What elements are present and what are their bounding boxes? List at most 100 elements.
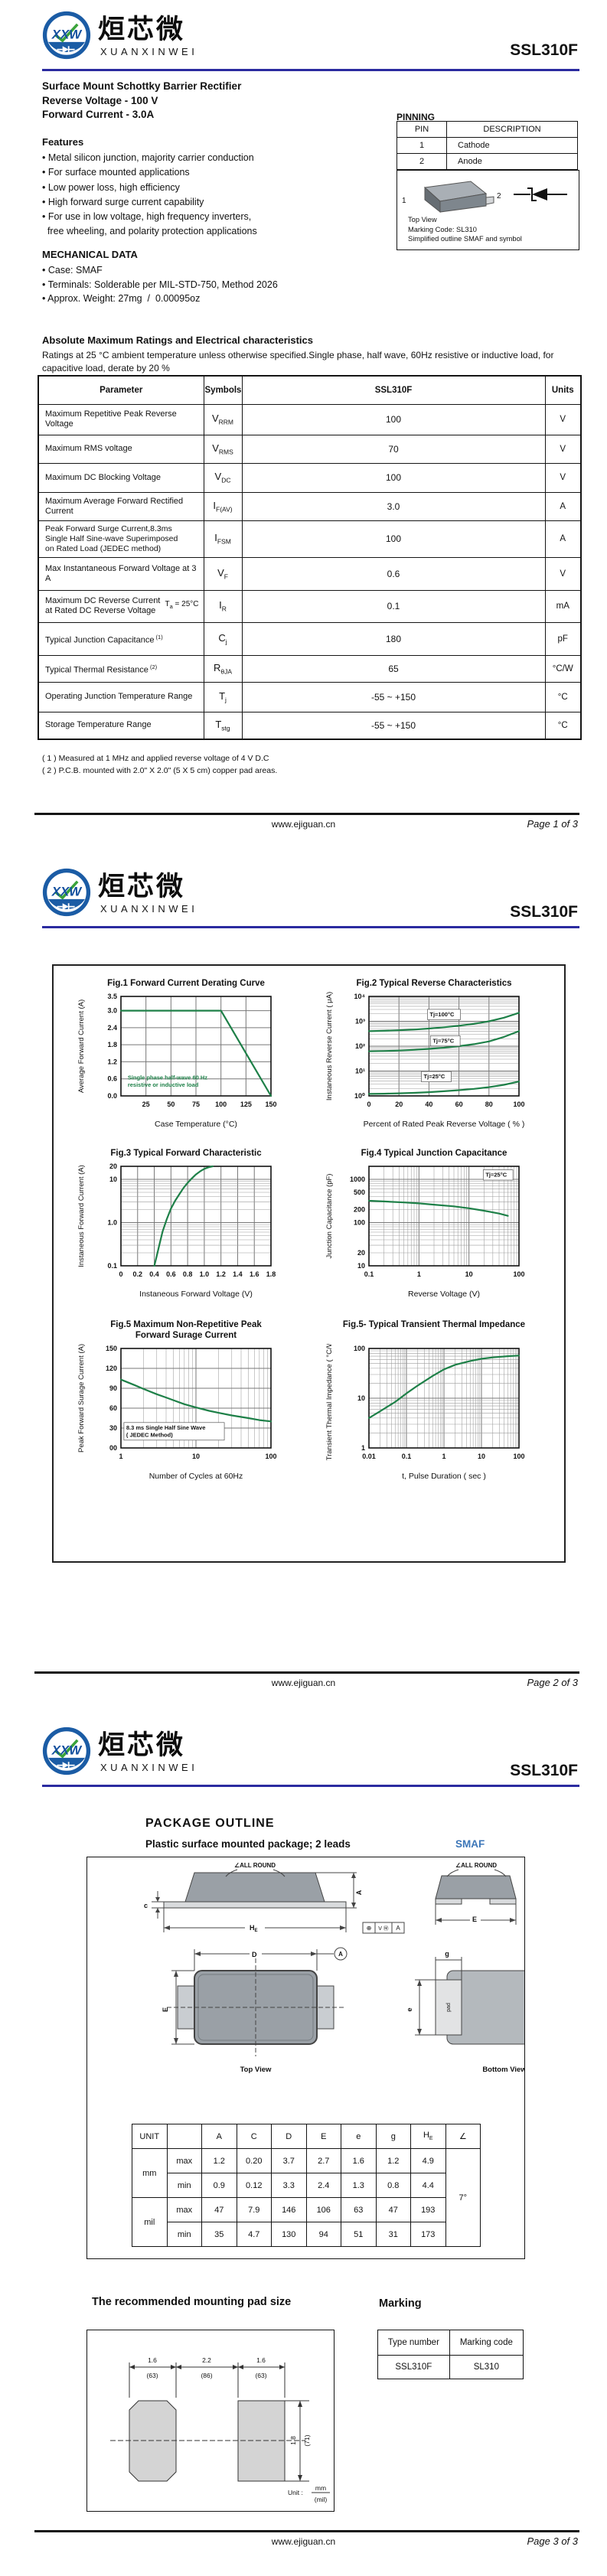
svg-text:60: 60	[455, 1101, 463, 1108]
svg-text:t, Pulse Duration ( sec ): t, Pulse Duration ( sec )	[402, 1472, 486, 1481]
svg-text:Peak Forward Surage Current (A: Peak Forward Surage Current (A)	[77, 1344, 86, 1453]
logo-diode-icon	[57, 46, 75, 54]
unit-cell: V	[544, 403, 582, 435]
svg-text:20: 20	[109, 1162, 117, 1170]
logo-diode-icon	[57, 1762, 75, 1769]
ratings-row-1: Maximum RMS voltage VRMS 70 V	[38, 434, 582, 464]
svg-text:500: 500	[354, 1189, 365, 1196]
svg-text:80: 80	[485, 1101, 493, 1108]
dims-row-mil-min: min 35 4.7 130 94 51 31 173	[132, 2222, 481, 2247]
symbol-cell: Tstg	[203, 711, 243, 740]
pad-label: pad	[446, 2003, 452, 2012]
svg-text:⊕: ⊕	[367, 1925, 372, 1932]
footer-page-1: Page 1 of 3	[527, 818, 579, 830]
all-round-label: ∠ALL ROUND	[234, 1862, 276, 1869]
pinning-row-0: 1 Cathode	[397, 137, 578, 154]
dims-col-header-angle: ∠	[445, 2124, 481, 2149]
svg-text:10: 10	[109, 1176, 117, 1183]
dims-value-cell: 106	[305, 2197, 341, 2222]
svg-text:10¹: 10¹	[355, 1068, 365, 1075]
svg-text:Junction Capacitance (pF): Junction Capacitance (pF)	[325, 1174, 334, 1259]
svg-text:2.2: 2.2	[202, 2356, 211, 2364]
chart-title: Fig.5 Maximum Non-Repetitive Peak	[110, 1320, 262, 1329]
fig6-plot: 0.01 0.1 1 10 100 100 10 1 t, Pulse Duration ( s…	[325, 1336, 525, 1481]
dims-value-cell: 51	[341, 2222, 377, 2247]
dims-value-cell: 3.7	[271, 2148, 307, 2173]
svg-text:125: 125	[240, 1101, 252, 1108]
svg-text:20: 20	[395, 1101, 403, 1108]
svg-text:0.1: 0.1	[402, 1453, 412, 1460]
symbol-cell: IF(AV)	[203, 491, 243, 521]
svg-text:3.0: 3.0	[107, 1007, 117, 1015]
svg-text:Single phase half-wave 60 Hz: Single phase half-wave 60 Hz	[128, 1074, 207, 1081]
product-title-3: Forward Current - 3.0A	[42, 109, 155, 120]
mechanical-data-list: • Case: SMAF • Terminals: Solderable per …	[42, 263, 278, 306]
svg-text:100: 100	[265, 1453, 276, 1460]
svg-text:1.6: 1.6	[256, 2356, 266, 2364]
footer-rule-3	[34, 2530, 579, 2532]
svg-text:20: 20	[357, 1249, 365, 1257]
svg-text:Average Forward Current (A): Average Forward Current (A)	[77, 999, 86, 1093]
svg-text:Tj=100°C: Tj=100°C	[429, 1011, 455, 1018]
dim-g-label: g	[445, 1950, 449, 1958]
svg-text:100: 100	[354, 1219, 365, 1227]
svg-text:( JEDEC Method): ( JEDEC Method)	[126, 1431, 173, 1438]
svg-text:8.3 ms Single Half Sine Wave: 8.3 ms Single Half Sine Wave	[126, 1424, 206, 1431]
parameter-cell: Maximum RMS voltage	[38, 434, 204, 464]
symbol-cell: IR	[203, 589, 243, 623]
marking-col-header-1: Marking code	[449, 2330, 524, 2356]
parameter-cell: Max Instantaneous Forward Voltage at 3 A	[38, 556, 204, 591]
svg-text:0.1: 0.1	[107, 1262, 117, 1270]
dims-value-cell: 35	[201, 2222, 237, 2247]
ratings-header-row: Parameter Symbols SSL310F Units	[38, 375, 582, 405]
svg-text:(71): (71)	[303, 2434, 311, 2446]
svg-text:1.8: 1.8	[266, 1270, 276, 1278]
symbol-cell: VRMS	[203, 434, 243, 464]
svg-text:XXW: XXW	[51, 1743, 83, 1757]
svg-text:1: 1	[119, 1453, 122, 1460]
feature-item-1: • For surface mounted applications	[42, 167, 190, 178]
dims-value-cell: 193	[410, 2197, 446, 2222]
dims-value-cell: 1.3	[341, 2173, 377, 2198]
pinning-header-row: PIN DESCRIPTION	[397, 121, 578, 138]
symbol-cell: RθJA	[203, 654, 243, 683]
svg-text:1: 1	[442, 1453, 445, 1460]
footer-page-2: Page 2 of 3	[527, 1677, 579, 1688]
svg-text:100: 100	[215, 1101, 227, 1108]
value-cell: 100	[241, 403, 546, 435]
svg-text:1.8: 1.8	[107, 1041, 117, 1048]
svg-text:150: 150	[265, 1101, 276, 1108]
unit-cell: mA	[544, 589, 582, 623]
ratings-row-7: Typical Junction Capacitance (1) Cj 180 pF	[38, 621, 582, 656]
chart-title-wrap: Fig.5- Typical Transient Thermal Impedan…	[323, 1319, 545, 1344]
dims-angle-cell: 7°	[445, 2148, 481, 2247]
svg-text:XXW: XXW	[51, 884, 83, 898]
brand-name-en: XUANXINWEI	[100, 903, 198, 915]
svg-text:0.4: 0.4	[149, 1270, 159, 1278]
dims-unit-cell: mil	[132, 2197, 168, 2247]
svg-text:1: 1	[361, 1444, 365, 1452]
dim-D-label: D	[252, 1951, 257, 1958]
unit-cell: A	[544, 520, 582, 558]
ratings-col-header-2: SSL310F	[241, 375, 546, 405]
svg-text:10: 10	[192, 1453, 200, 1460]
dims-value-cell: 2.4	[305, 2173, 341, 2198]
symbol-cell: Cj	[203, 621, 243, 656]
pin-number: 1	[397, 137, 447, 154]
svg-text:(mil): (mil)	[315, 2496, 328, 2503]
chart-title-wrap: Fig.3 Typical Forward Characteristic	[75, 1148, 297, 1162]
unit-cell: V	[544, 434, 582, 464]
description-col-header: DESCRIPTION	[446, 121, 578, 138]
pin2-label: 2	[497, 192, 501, 201]
parameter-cell: Maximum DC Blocking Voltage	[38, 462, 204, 493]
svg-text:30: 30	[109, 1424, 117, 1432]
dim-E-label: E	[162, 2007, 169, 2012]
svg-text:10: 10	[357, 1262, 365, 1270]
ratings-row-10: Storage Temperature Range Tstg -55 ~ +150 °…	[38, 711, 582, 740]
value-cell: 0.1	[241, 589, 546, 623]
svg-text:10³: 10³	[355, 1018, 365, 1026]
svg-text:1.0: 1.0	[200, 1270, 210, 1278]
dims-value-cell: 4.4	[410, 2173, 446, 2198]
svg-text:V Ⓜ: V Ⓜ	[378, 1925, 389, 1932]
